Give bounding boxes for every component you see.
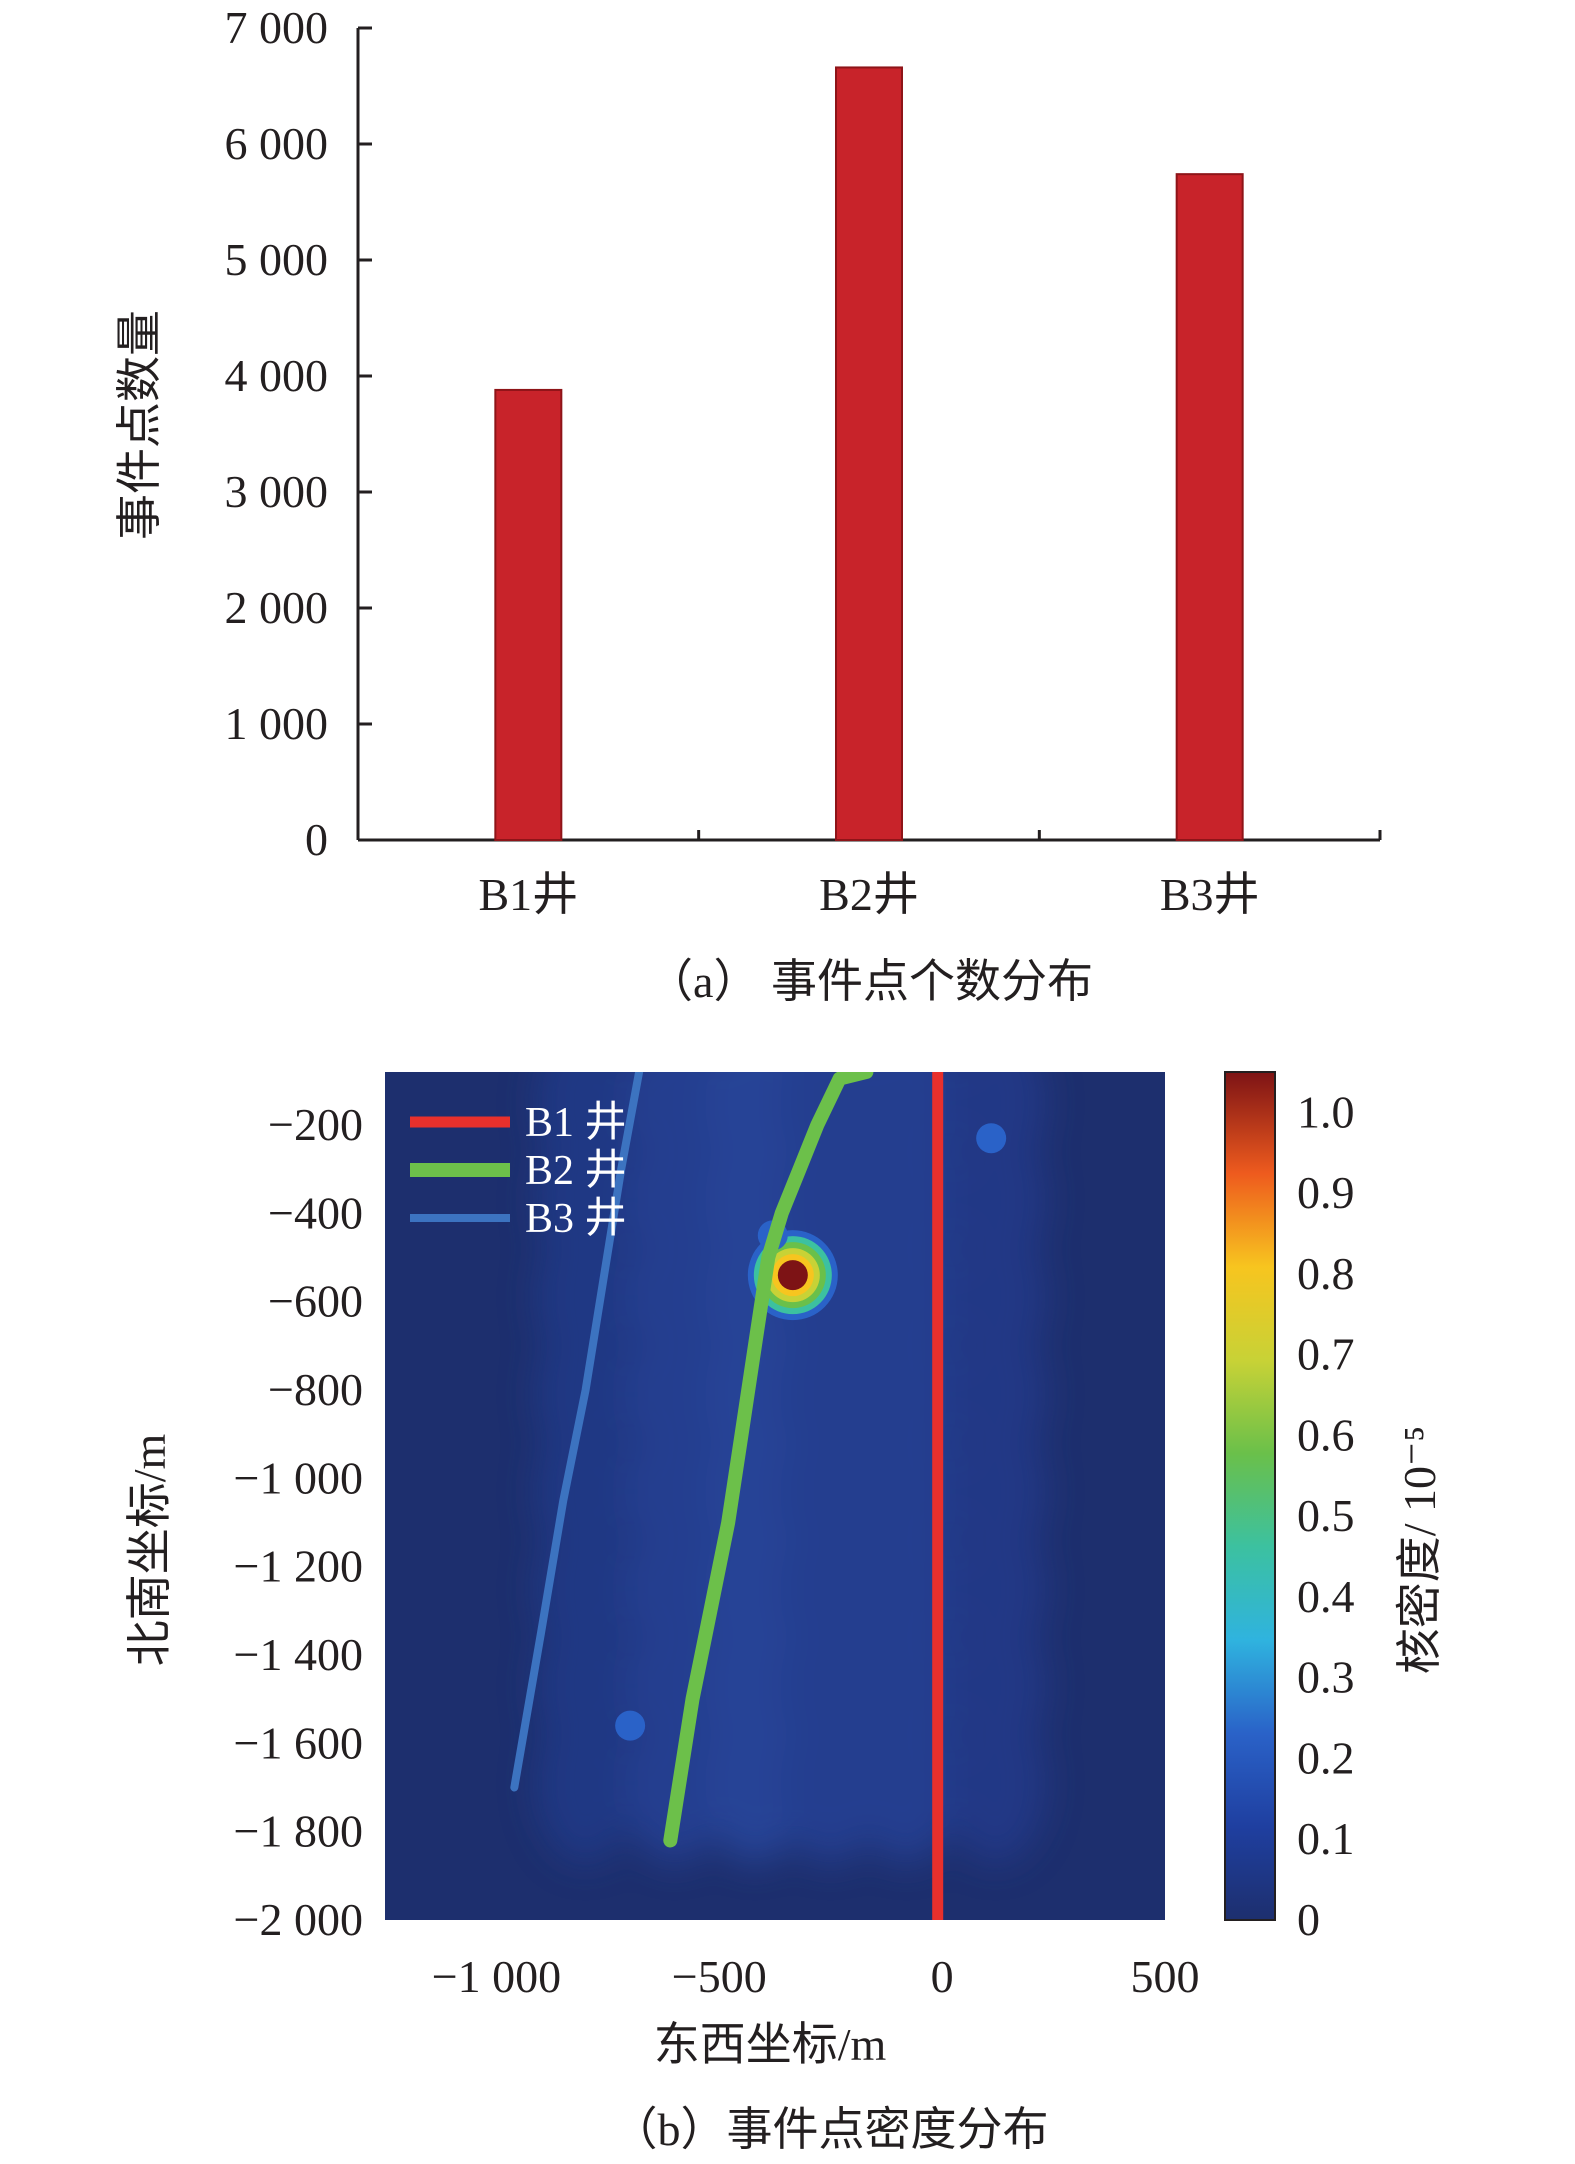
legend-label: B3 井	[525, 1196, 627, 1242]
y-tick-label: 5 000	[225, 234, 329, 285]
legend-label: B1 井	[525, 1100, 627, 1146]
density-hotspot-ring	[777, 1260, 808, 1291]
density-hotspot-ring	[615, 1710, 646, 1741]
colorbar-tick-label: 0.4	[1297, 1571, 1355, 1622]
colorbar-tick-label: 0.9	[1297, 1167, 1355, 1218]
density-hotspot-ring	[976, 1123, 1007, 1154]
well-trajectory	[663, 1072, 874, 1848]
bar-chart-y-label: 事件点数量	[114, 310, 165, 540]
y-tick-label: −600	[268, 1276, 363, 1327]
density-haze-blob	[535, 1703, 636, 1864]
density-haze-blob	[704, 1703, 805, 1864]
y-tick-label: 2 000	[225, 582, 329, 633]
legend-label: B2 井	[525, 1148, 627, 1194]
bar-chart-bars	[494, 66, 1244, 842]
y-tick-label: −1 600	[234, 1717, 363, 1768]
y-tick-label: −800	[268, 1364, 363, 1415]
colorbar-tick-label: 0.3	[1297, 1652, 1355, 1703]
density-x-ticks: −1 000 −500 0 500	[432, 1951, 1200, 2002]
y-tick-label: 0	[305, 814, 328, 865]
colorbar-tick-label: 0.8	[1297, 1248, 1355, 1299]
colorbar-tick-label: 0.2	[1297, 1732, 1355, 1783]
density-haze-blob	[856, 1703, 957, 1864]
x-tick-label: B3井	[1160, 869, 1260, 920]
x-tick-label: −500	[672, 1951, 767, 2002]
colorbar-label: 核密度/ 10⁻⁵	[1394, 1426, 1445, 1675]
y-tick-label: 4 000	[225, 350, 329, 401]
density-x-label: 东西坐标/m	[654, 2019, 887, 2070]
colorbar-tick-label: 0	[1297, 1894, 1320, 1945]
y-tick-label: −2 000	[234, 1894, 363, 1945]
y-tick-label: −200	[268, 1099, 363, 1150]
colorbar-tick-label: 0.6	[1297, 1409, 1355, 1460]
bar-chart-caption: （a） 事件点个数分布	[647, 956, 1093, 1007]
colorbar-gradient	[1224, 1071, 1276, 1921]
bar	[835, 66, 903, 841]
density-y-label: 北南坐标/m	[124, 1434, 175, 1667]
y-tick-label: 6 000	[225, 118, 329, 169]
bar-chart-x-ticks: B1井 B2井 B3井	[478, 830, 1382, 920]
y-tick-label: −1 200	[234, 1541, 363, 1592]
density-chart: B1 井B2 井B3 井 −200 −400 −600 −800 −1 000 −1 20…	[124, 1071, 1445, 2155]
y-tick-label: 7 000	[225, 2, 329, 53]
x-tick-label: B2井	[819, 869, 919, 920]
x-tick-label: −1 000	[432, 1951, 561, 2002]
y-tick-label: 1 000	[225, 698, 329, 749]
density-y-ticks: −200 −400 −600 −800 −1 000 −1 200 −1 400 −1 600…	[234, 1099, 363, 1945]
density-chart-caption: （b）事件点密度分布	[612, 2104, 1049, 2155]
density-haze-blob	[780, 1703, 881, 1864]
y-tick-label: −1 400	[234, 1629, 363, 1680]
bar-chart: 0 1 000 2 000 3 000 4 000 5 000 6 000 7 000 B1井…	[114, 2, 1382, 1007]
x-tick-label: 0	[931, 1951, 954, 2002]
y-tick-label: −1 000	[234, 1452, 363, 1503]
bar-chart-y-ticks: 0 1 000 2 000 3 000 4 000 5 000 6 000 7 000	[225, 2, 372, 865]
x-tick-label: B1井	[478, 869, 578, 920]
well-trajectories	[510, 1072, 944, 1920]
y-tick-label: −400	[268, 1187, 363, 1238]
colorbar-tick-label: 1.0	[1297, 1086, 1355, 1137]
colorbar-tick-label: 0.5	[1297, 1490, 1355, 1541]
figure-a: 0 1 000 2 000 3 000 4 000 5 000 6 000 7 000 B1井…	[0, 0, 1575, 1020]
colorbar-tick-label: 0.1	[1297, 1813, 1355, 1864]
bar	[1175, 173, 1244, 842]
figure-b: B1 井 B2 井 B3 井 −200 −400 −600 −800 −1 000 −1 20…	[0, 1040, 1575, 2164]
well-trajectory	[510, 1072, 644, 1792]
y-tick-label: 3 000	[225, 466, 329, 517]
colorbar: 0 0.1 0.2 0.3 0.4 0.5 0.6 0.7 0.8 0.9 1.0	[1224, 1071, 1355, 1945]
density-haze-blob	[945, 1703, 1046, 1864]
well-legend: B1 井B2 井B3 井	[410, 1100, 627, 1242]
colorbar-tick-label: 0.7	[1297, 1329, 1355, 1380]
bar	[494, 388, 563, 841]
y-tick-label: −1 800	[234, 1806, 363, 1857]
x-tick-label: 500	[1131, 1951, 1200, 2002]
